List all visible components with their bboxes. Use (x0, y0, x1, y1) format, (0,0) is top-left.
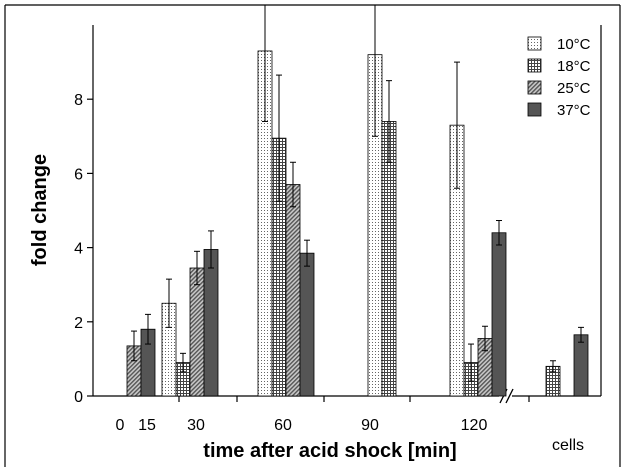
bar-37C-30 (203, 249, 219, 397)
error-bar-10C-120 (454, 61, 460, 189)
error-bar-10C-90 (372, 4, 378, 137)
error-bar-10C-60 (262, 4, 268, 122)
x-tick-label-90: 90 (361, 417, 379, 434)
error-bar-25C-120 (482, 325, 488, 352)
error-bar-25C-15 (131, 330, 137, 362)
y-tick-label-4: 4 (74, 241, 83, 258)
y-tick-label-8: 8 (74, 92, 83, 109)
error-bar-25C-30 (194, 250, 200, 286)
error-bar-18C-90 (386, 80, 392, 163)
bar-37C-120 (491, 232, 507, 397)
legend-label-37C: 37°C (557, 102, 591, 119)
y-axis-title: fold change (29, 154, 51, 266)
bar-37C-cells (573, 334, 589, 397)
error-bar-37C-120 (496, 220, 502, 246)
x-label-cells: cells (552, 437, 584, 454)
x-tick-label-0: 0 (116, 417, 125, 434)
bar-25C-60 (285, 184, 301, 397)
error-bar-37C-30 (208, 230, 214, 269)
legend: 10°C 18°C 25°C 37°C (527, 36, 591, 119)
x-tick-label-120: 120 (461, 417, 488, 434)
y-tick-label-2: 2 (74, 315, 83, 332)
legend-swatch-25C (527, 80, 542, 95)
x-tick-label-60: 60 (274, 417, 292, 434)
error-bar-18C-30 (180, 352, 186, 373)
y-tick-label-6: 6 (74, 166, 83, 183)
legend-label-18C: 18°C (557, 58, 591, 75)
error-bar-37C-cells (578, 326, 584, 343)
legend-label-25C: 25°C (557, 80, 591, 97)
error-bar-37C-60 (304, 239, 310, 267)
error-bars (131, 4, 584, 382)
x-tick-label-30: 30 (187, 417, 205, 434)
error-bar-25C-60 (290, 161, 296, 208)
legend-swatch-37C (527, 102, 542, 117)
x-axis-title: time after acid shock [min] (203, 440, 456, 462)
error-bar-10C-30 (166, 278, 172, 328)
y-tick-label-0: 0 (74, 389, 83, 406)
bars (126, 50, 589, 397)
error-bar-37C-15 (145, 313, 151, 345)
error-bar-18C-cells (550, 360, 556, 373)
legend-swatch-18C (527, 58, 542, 73)
bar-37C-60 (299, 252, 315, 397)
x-tick-label-15: 15 (138, 417, 156, 434)
x-ticks: 0 15 30 60 90 120 (116, 396, 530, 434)
y-ticks: 0 2 4 6 8 (74, 92, 93, 406)
error-bar-18C-120 (468, 343, 474, 382)
bar-25C-30 (189, 267, 205, 397)
legend-label-10C: 10°C (557, 36, 591, 53)
legend-swatch-10C (527, 36, 542, 51)
error-bar-18C-60 (276, 74, 282, 202)
